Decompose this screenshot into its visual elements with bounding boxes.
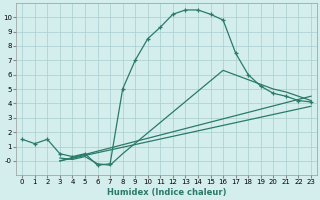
X-axis label: Humidex (Indice chaleur): Humidex (Indice chaleur): [107, 188, 226, 197]
